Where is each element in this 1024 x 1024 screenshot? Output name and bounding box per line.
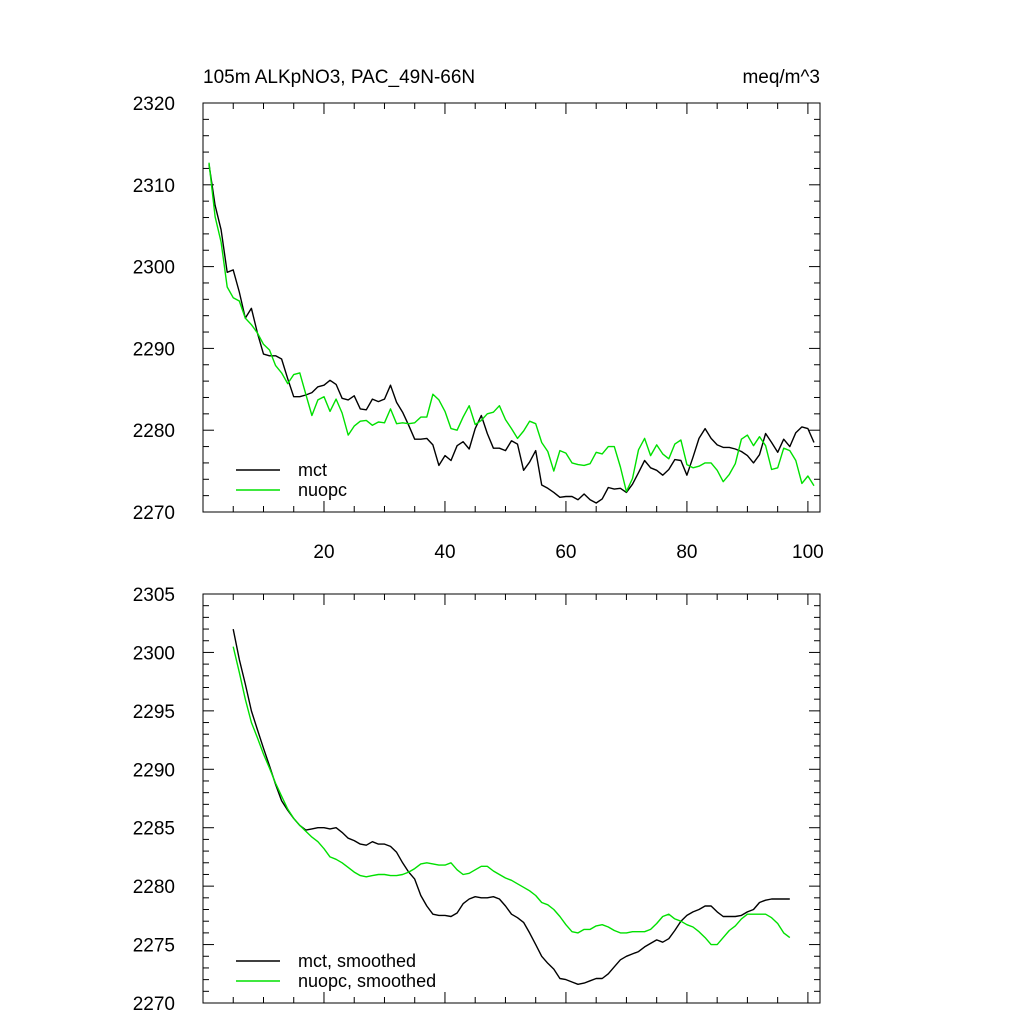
legend-label: mct, smoothed xyxy=(298,951,416,971)
series-line-mct xyxy=(208,164,815,504)
y-tick-label: 2310 xyxy=(133,176,175,197)
y-tick-label: 2300 xyxy=(133,643,175,664)
top-panel-series xyxy=(208,162,815,504)
y-tick-label: 2290 xyxy=(133,760,175,781)
series-line-mct-smoothed xyxy=(232,628,790,985)
x-tick-label: 40 xyxy=(434,542,455,563)
top-panel-ticks: 2270 2280 2290 2300 2310 2320 20 40 60 80 100 xyxy=(133,94,824,563)
y-tick-label: 2290 xyxy=(133,339,175,360)
y-tick-label: 2305 xyxy=(133,585,175,606)
legend-label: nuopc, smoothed xyxy=(298,971,436,991)
legend-label: nuopc xyxy=(298,480,347,500)
y-tick-label: 2295 xyxy=(133,702,175,723)
y-tick-label: 2280 xyxy=(133,421,175,442)
y-tick-label: 2285 xyxy=(133,819,175,840)
legend-label: mct xyxy=(298,460,327,480)
x-tick-label: 60 xyxy=(555,542,576,563)
y-tick-label: 2275 xyxy=(133,936,175,957)
top-plot-frame xyxy=(202,102,821,513)
y-tick-label: 2300 xyxy=(133,258,175,279)
y-tick-label: 2270 xyxy=(133,503,175,524)
bottom-panel: 2270 2275 2280 2285 2290 2295 2300 2305 mct, sm… xyxy=(133,585,821,1015)
chart-title: 105m ALKpNO3, PAC_49N-66N xyxy=(203,67,475,88)
x-tick-label: 80 xyxy=(676,542,697,563)
x-tick-label: 20 xyxy=(313,542,334,563)
x-tick-label: 100 xyxy=(792,542,824,563)
series-line-nuopc-smoothed xyxy=(232,646,791,946)
series-line-nuopc xyxy=(208,162,815,493)
y-tick-label: 2320 xyxy=(133,94,175,115)
units-label: meq/m^3 xyxy=(742,67,820,88)
y-tick-label: 2270 xyxy=(133,994,175,1015)
bottom-panel-series xyxy=(232,628,791,985)
y-tick-label: 2280 xyxy=(133,877,175,898)
bottom-panel-ticks: 2270 2275 2280 2285 2290 2295 2300 2305 xyxy=(133,585,820,1015)
bottom-plot-frame xyxy=(202,593,821,1004)
top-panel: 105m ALKpNO3, PAC_49N-66N meq/m^3 227022… xyxy=(133,67,824,563)
